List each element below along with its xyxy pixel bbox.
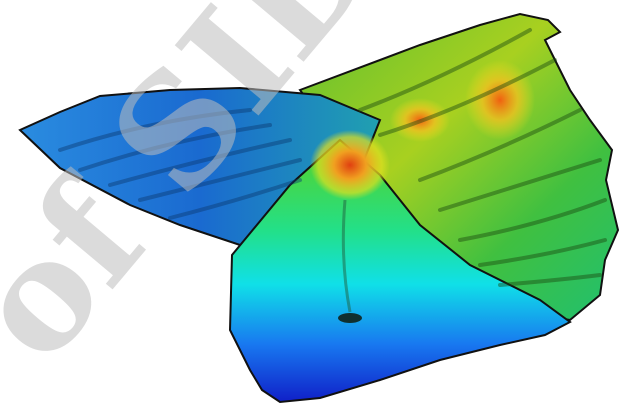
- ridge-stripes: [58, 108, 302, 220]
- peak: [310, 130, 390, 200]
- peak: [465, 60, 535, 140]
- gully: [341, 199, 352, 313]
- peak: [390, 98, 450, 142]
- dark-spot: [338, 313, 362, 323]
- ridge-stripes: [358, 28, 607, 287]
